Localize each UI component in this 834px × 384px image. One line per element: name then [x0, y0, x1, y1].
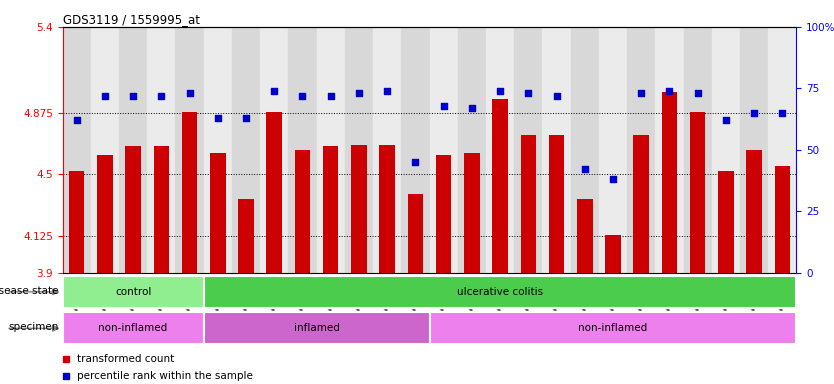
Bar	[486, 27, 515, 273]
Bar	[344, 27, 373, 273]
Point	[352, 90, 365, 96]
Bar	[599, 27, 627, 273]
Text: disease state: disease state	[0, 286, 58, 296]
Text: non-inflamed: non-inflamed	[98, 323, 168, 333]
Point	[663, 88, 676, 94]
Bar	[464, 153, 480, 273]
Bar	[634, 135, 649, 273]
Bar	[63, 276, 203, 308]
Text: percentile rank within the sample: percentile rank within the sample	[78, 371, 253, 381]
Bar	[379, 145, 395, 273]
Point	[635, 90, 648, 96]
Bar	[91, 27, 119, 273]
Point	[127, 93, 140, 99]
Bar	[63, 313, 203, 344]
Text: inflamed: inflamed	[294, 323, 339, 333]
Point	[296, 93, 309, 99]
Point	[437, 103, 450, 109]
Bar	[351, 145, 367, 273]
Point	[183, 90, 196, 96]
Bar	[458, 27, 486, 273]
Point	[98, 93, 112, 99]
Bar	[775, 166, 790, 273]
Bar	[323, 146, 339, 273]
Bar	[97, 155, 113, 273]
Bar	[520, 135, 536, 273]
Bar	[175, 27, 203, 273]
Point	[747, 110, 761, 116]
Bar	[182, 112, 198, 273]
Point	[268, 88, 281, 94]
Point	[550, 93, 563, 99]
Bar	[746, 150, 762, 273]
Point	[578, 166, 591, 172]
Bar	[656, 27, 684, 273]
Point	[719, 117, 732, 123]
Bar	[125, 146, 141, 273]
Bar	[148, 27, 175, 273]
Bar	[605, 235, 620, 273]
Point	[494, 88, 507, 94]
Bar	[515, 27, 542, 273]
Bar	[549, 135, 565, 273]
Text: GDS3119 / 1559995_at: GDS3119 / 1559995_at	[63, 13, 199, 26]
Bar	[684, 27, 711, 273]
Bar	[542, 27, 570, 273]
Bar	[260, 27, 289, 273]
Text: transformed count: transformed count	[78, 354, 174, 364]
Bar	[492, 99, 508, 273]
Point	[211, 115, 224, 121]
Bar	[210, 153, 225, 273]
Bar	[63, 27, 91, 273]
Bar	[401, 27, 430, 273]
Point	[409, 159, 422, 165]
Point	[521, 90, 535, 96]
Bar	[203, 276, 796, 308]
Point	[465, 105, 479, 111]
Bar	[153, 146, 169, 273]
Bar	[69, 171, 84, 273]
Bar	[430, 313, 796, 344]
Bar	[577, 199, 592, 273]
Point	[606, 176, 620, 182]
Bar	[740, 27, 768, 273]
Point	[239, 115, 253, 121]
Point	[324, 93, 338, 99]
Bar	[239, 199, 254, 273]
Bar	[267, 112, 282, 273]
Bar	[289, 27, 317, 273]
Bar	[430, 27, 458, 273]
Bar	[203, 27, 232, 273]
Bar	[373, 27, 401, 273]
Text: non-inflamed: non-inflamed	[578, 323, 648, 333]
Bar	[570, 27, 599, 273]
Bar	[661, 93, 677, 273]
Text: control: control	[115, 287, 151, 297]
Bar	[718, 171, 734, 273]
Bar	[711, 27, 740, 273]
Bar	[232, 27, 260, 273]
Bar	[317, 27, 344, 273]
Bar	[119, 27, 148, 273]
Point	[776, 110, 789, 116]
Point	[691, 90, 705, 96]
Bar	[408, 194, 423, 273]
Point	[380, 88, 394, 94]
Bar	[203, 313, 430, 344]
Bar	[768, 27, 796, 273]
Bar	[627, 27, 656, 273]
Bar	[294, 150, 310, 273]
Point	[154, 93, 168, 99]
Text: specimen: specimen	[8, 322, 58, 333]
Bar	[436, 155, 451, 273]
Bar	[690, 112, 706, 273]
Point	[70, 117, 83, 123]
Text: ulcerative colitis: ulcerative colitis	[457, 287, 543, 297]
